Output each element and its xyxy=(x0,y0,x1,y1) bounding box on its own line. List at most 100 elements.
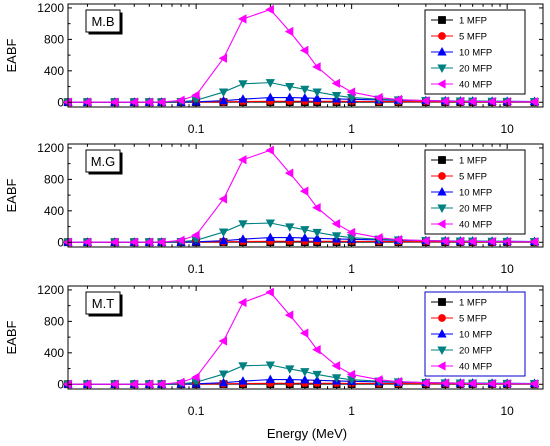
data-point-40-mfp xyxy=(455,96,464,106)
data-point-40-mfp xyxy=(312,62,321,72)
data-point-40-mfp xyxy=(440,236,449,246)
data-point-20-mfp xyxy=(238,80,248,89)
data-point-40-mfp xyxy=(374,92,383,103)
data-point-40-mfp xyxy=(420,378,430,388)
y-tick-label: 400 xyxy=(44,346,64,360)
data-point-40-mfp xyxy=(82,379,91,389)
data-point-10-mfp xyxy=(238,376,248,385)
legend-entry: 5 MFP xyxy=(459,32,487,43)
legend-marker xyxy=(437,187,447,196)
legend: 1 MFP 5 MFP 10 MFP 20 MFP 40 MFP xyxy=(424,291,526,377)
data-point-40-mfp xyxy=(346,369,356,380)
data-point-40-mfp xyxy=(374,233,383,243)
data-point-40-mfp xyxy=(393,234,403,245)
legend-entry: 5 MFP xyxy=(459,314,487,325)
data-point-40-mfp xyxy=(331,219,341,229)
chart-panel-3: 0 400 800 1200 0.1 1 10 EABF M.T 1 MFP 5 MFP 10 MFP… xyxy=(4,283,544,418)
legend: 1 MFP 5 MFP 10 MFP 20 MFP 40 MFP xyxy=(424,9,526,95)
data-point-10-mfp xyxy=(312,375,322,384)
data-point-10-mfp xyxy=(300,93,310,102)
data-point-40-mfp xyxy=(144,379,153,389)
data-point-40-mfp xyxy=(144,97,153,107)
panel-label-box xyxy=(85,291,121,315)
data-point-20-mfp xyxy=(265,361,275,370)
y-tick-label: 0 xyxy=(57,235,64,249)
legend: 1 MFP 5 MFP 10 MFP 20 MFP 40 MFP xyxy=(424,149,526,235)
data-point-20-mfp xyxy=(312,228,322,238)
data-point-40-mfp xyxy=(144,237,153,247)
x-axis-title: Energy (MeV) xyxy=(267,426,347,441)
data-point-20-mfp xyxy=(331,92,342,101)
data-point-40-mfp xyxy=(331,78,341,89)
data-point-40-mfp xyxy=(346,227,356,238)
data-point-40-mfp xyxy=(284,26,294,37)
panel-label: M.B xyxy=(91,14,114,29)
data-point-40-mfp xyxy=(191,90,200,100)
data-point-40-mfp xyxy=(238,14,247,24)
data-point-40-mfp xyxy=(284,310,294,320)
data-point-10-mfp xyxy=(238,234,248,243)
legend-marker xyxy=(437,47,447,56)
x-tick-label: 10 xyxy=(500,262,514,276)
data-point-40-mfp xyxy=(176,95,185,105)
data-point-40-mfp xyxy=(502,97,511,107)
data-point-20-mfp xyxy=(265,79,275,88)
data-point-20-mfp xyxy=(285,365,295,374)
data-point-40-mfp xyxy=(420,236,430,246)
data-point-40-mfp xyxy=(265,287,274,297)
legend-entry: 20 MFP xyxy=(459,64,492,75)
x-tick-label: 10 xyxy=(500,404,514,418)
y-tick-label: 800 xyxy=(44,172,64,186)
data-point-40-mfp xyxy=(156,97,166,107)
legend-entry: 1 MFP xyxy=(459,298,487,309)
data-point-10-mfp xyxy=(300,375,310,384)
chart-panel-1: 0 400 800 1200 0.1 1 10 EABF M.B 1 MFP 5 MFP 10 MFP… xyxy=(4,1,544,136)
data-point-40-mfp xyxy=(191,230,200,240)
data-point-40-mfp xyxy=(455,378,464,388)
y-axis-title: EABF xyxy=(4,178,19,212)
data-point-40-mfp xyxy=(265,4,274,15)
data-point-40-mfp xyxy=(467,378,477,389)
data-point-40-mfp xyxy=(265,145,274,155)
legend-marker xyxy=(437,361,446,371)
legend-marker xyxy=(438,32,446,40)
data-point-40-mfp xyxy=(218,336,228,346)
legend-marker xyxy=(438,298,446,306)
data-point-20-mfp xyxy=(331,232,342,241)
data-point-10-mfp xyxy=(285,92,295,102)
data-point-40-mfp xyxy=(299,186,309,196)
data-point-40-mfp xyxy=(129,97,138,107)
legend-marker xyxy=(438,314,446,322)
data-point-40-mfp xyxy=(218,194,228,204)
data-point-20-mfp xyxy=(238,220,248,229)
data-point-40-mfp xyxy=(440,96,449,106)
data-point-20-mfp xyxy=(331,374,342,383)
panel-label: M.G xyxy=(91,154,116,169)
data-point-40-mfp xyxy=(487,97,496,107)
legend-marker xyxy=(437,79,446,89)
legend-entry: 10 MFP xyxy=(459,48,492,59)
data-point-40-mfp xyxy=(393,376,403,387)
data-point-40-mfp xyxy=(529,97,539,107)
legend-entry: 40 MFP xyxy=(459,80,492,91)
y-tick-label: 1200 xyxy=(37,283,64,297)
data-point-40-mfp xyxy=(238,155,247,165)
data-point-40-mfp xyxy=(312,203,321,213)
x-tick-label: 1 xyxy=(348,404,355,418)
y-tick-label: 0 xyxy=(57,95,64,109)
data-point-40-mfp xyxy=(440,378,449,388)
data-point-40-mfp xyxy=(176,235,185,245)
data-point-40-mfp xyxy=(82,237,91,247)
legend-entry: 1 MFP xyxy=(459,16,487,27)
y-tick-label: 0 xyxy=(57,377,64,391)
data-point-10-mfp xyxy=(265,92,275,102)
data-point-20-mfp xyxy=(285,223,295,232)
x-tick-label: 1 xyxy=(348,262,355,276)
y-tick-label: 1200 xyxy=(37,141,64,155)
legend-entry: 20 MFP xyxy=(459,346,492,357)
data-point-20-mfp xyxy=(312,370,322,380)
data-point-20-mfp xyxy=(312,88,322,98)
data-point-40-mfp xyxy=(331,361,341,371)
data-point-40-mfp xyxy=(529,237,539,247)
legend-entry: 40 MFP xyxy=(459,362,492,373)
